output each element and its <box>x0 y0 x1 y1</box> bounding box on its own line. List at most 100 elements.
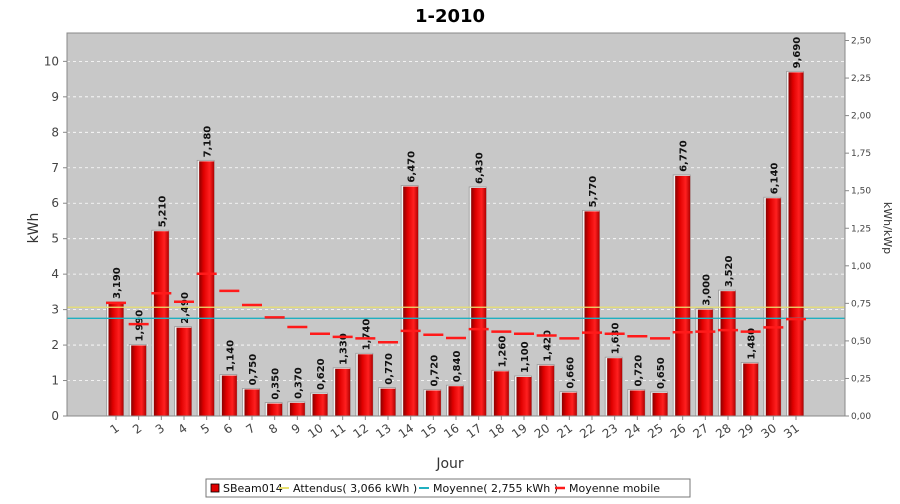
y2-axis-label: kWh/kWp <box>881 202 894 254</box>
tick-label: 7 <box>51 161 59 175</box>
data-label: 3,520 <box>724 255 735 287</box>
data-label: 1,330 <box>339 333 350 365</box>
data-label: 1,480 <box>747 328 758 360</box>
tick-label: 26 <box>668 421 689 441</box>
data-label: 3,000 <box>701 274 712 306</box>
tick-label: 0,75 <box>851 299 871 309</box>
data-label: 5,210 <box>157 196 168 228</box>
bar <box>675 175 691 416</box>
data-label: 0,370 <box>293 367 304 399</box>
tick-label: 23 <box>600 421 621 441</box>
data-label: 0,720 <box>633 355 644 387</box>
tick-label: 1,25 <box>851 224 871 234</box>
data-label: 6,430 <box>475 152 486 184</box>
tick-label: 3 <box>51 303 59 317</box>
tick-label: 4 <box>51 267 59 281</box>
y-axis-left: 0 1 2 3 4 5 6 7 8 9 10 <box>44 33 68 423</box>
tick-label: 8 <box>266 421 280 437</box>
bar <box>788 72 804 416</box>
tick-label: 0 <box>51 409 59 423</box>
y-axis-right: 0,00 0,25 0,50 0,75 1,00 1,25 1,50 1,75 2,00 2,25… <box>844 33 871 422</box>
bar <box>289 402 305 416</box>
tick-label: 24 <box>623 421 644 441</box>
data-label: 5,770 <box>588 176 599 208</box>
legend-label: Attendus( 3,066 kWh ) <box>293 482 417 495</box>
tick-label: 12 <box>351 421 372 441</box>
bar <box>312 394 328 416</box>
legend-box <box>205 478 691 498</box>
bar <box>607 358 623 416</box>
tick-label: 1,00 <box>851 262 871 272</box>
tick-label: 1,75 <box>851 149 871 159</box>
data-label: 1,740 <box>361 319 372 351</box>
data-label: 1,260 <box>497 336 508 368</box>
tick-label: 15 <box>419 421 440 441</box>
chart-title: 1-2010 <box>415 6 485 27</box>
bar <box>267 403 283 416</box>
bar <box>652 392 668 416</box>
legend-label: SBeam014 <box>223 482 283 495</box>
data-label: 6,140 <box>769 163 780 195</box>
tick-label: 11 <box>328 421 349 441</box>
tick-label: 14 <box>396 421 417 441</box>
bar <box>561 392 577 416</box>
data-label: 6,470 <box>407 151 418 183</box>
bar <box>153 231 169 416</box>
tick-label: 22 <box>577 421 598 441</box>
bar <box>335 368 351 416</box>
bar <box>244 389 260 416</box>
tick-label: 20 <box>532 421 553 441</box>
tick-label: 0,50 <box>851 337 871 347</box>
tick-label: 6 <box>221 421 235 437</box>
tick-label: 2,00 <box>851 112 871 122</box>
data-label: 0,750 <box>248 354 259 386</box>
data-label: 7,180 <box>203 126 214 158</box>
tick-label: 19 <box>509 421 530 441</box>
bar <box>357 354 373 416</box>
bar <box>108 302 124 416</box>
tick-label: 1 <box>107 421 121 437</box>
data-label: 0,840 <box>452 351 463 383</box>
bar <box>539 365 555 416</box>
x-axis-label: Jour <box>435 456 464 472</box>
bar <box>380 388 396 416</box>
tick-label: 9 <box>51 90 59 104</box>
data-label: 1,140 <box>225 340 236 372</box>
bar <box>493 371 509 416</box>
data-label: 0,620 <box>316 358 327 390</box>
tick-label: 21 <box>555 421 576 441</box>
tick-label: 1 <box>51 374 59 388</box>
bar <box>425 390 441 416</box>
tick-label: 18 <box>487 421 508 441</box>
data-label: 1,100 <box>520 341 531 373</box>
tick-label: 16 <box>441 421 462 441</box>
bar <box>199 161 215 416</box>
tick-label: 6 <box>51 196 59 210</box>
data-label: 1,420 <box>543 330 554 362</box>
tick-label: 13 <box>373 421 394 441</box>
bar <box>584 211 600 416</box>
tick-label: 10 <box>305 421 326 441</box>
legend-label: Moyenne mobile <box>569 482 660 495</box>
bar <box>629 390 645 416</box>
tick-label: 0,00 <box>851 412 871 422</box>
tick-label: 10 <box>44 54 59 68</box>
bar <box>516 376 532 416</box>
data-label: 3,190 <box>112 267 123 299</box>
tick-label: 7 <box>243 421 257 437</box>
tick-label: 1,50 <box>851 187 871 197</box>
tick-label: 2,25 <box>851 74 871 84</box>
tick-label: 9 <box>289 421 303 437</box>
x-axis: 1 2 3 4 5 6 7 8 9 10 11 12 13 14 15 16 17 18 19 20 21 22 23 24 2… <box>67 415 845 441</box>
tick-label: 31 <box>781 421 802 441</box>
bar <box>221 375 237 416</box>
data-label: 1,990 <box>135 310 146 342</box>
tick-label: 17 <box>464 421 485 441</box>
bar <box>471 187 487 416</box>
bar <box>403 186 419 416</box>
data-label: 0,770 <box>384 353 395 385</box>
tick-label: 25 <box>645 421 666 441</box>
